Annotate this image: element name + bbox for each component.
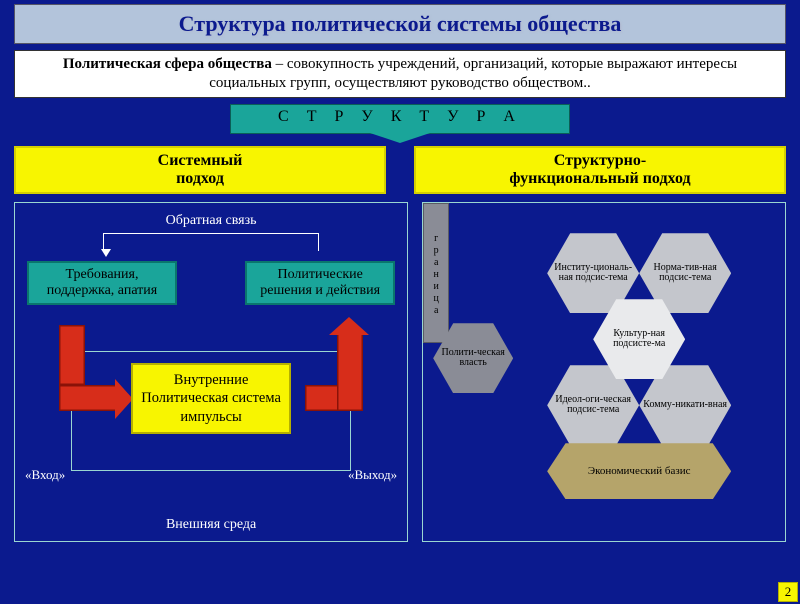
definition-box: Политическая сфера общества – совокупнос… [14,50,786,98]
vertical-granica: г р а н и ц а [423,203,449,343]
feedback-line [103,233,319,251]
panel-systemic: Обратная связь Требования, поддержка, ап… [14,202,408,542]
feedback-arrowhead-icon [101,249,111,257]
panels-row: Обратная связь Требования, поддержка, ап… [14,202,786,542]
structure-header: С Т Р У К Т У Р А [14,104,786,142]
definition-text: – совокупность учреждений, организаций, … [209,56,737,91]
slide-number: 2 [778,582,798,602]
structure-label: С Т Р У К Т У Р А [278,108,522,126]
approaches-row: Системный подход Структурно- функциональ… [14,146,786,195]
arrow-output-vert [337,333,363,411]
box-requirements: Требования, поддержка, апатия [27,261,177,305]
box-political-system: Внутренние Политическая система импульсы [131,363,291,433]
hex-economic-basis: Экономический базис [547,443,731,499]
box-decisions: Политические решения и действия [245,261,395,305]
arrow-input-horz [59,385,117,411]
definition-term: Политическая сфера общества [63,56,272,72]
label-environment: Внешняя среда [166,517,256,533]
arrow-output-head-icon [329,317,369,335]
page-title: Структура политической системы общества [14,4,786,44]
approach-structural-functional: Структурно- функциональный подход [414,146,786,195]
approach-systemic: Системный подход [14,146,386,195]
panel-structural: Полити-ческая власть г р а н и ц а Инсти… [422,202,786,542]
arrow-input-vert [59,325,85,385]
label-input: «Вход» [25,467,65,483]
feedback-label: Обратная связь [166,213,257,229]
label-output: «Выход» [348,467,397,483]
